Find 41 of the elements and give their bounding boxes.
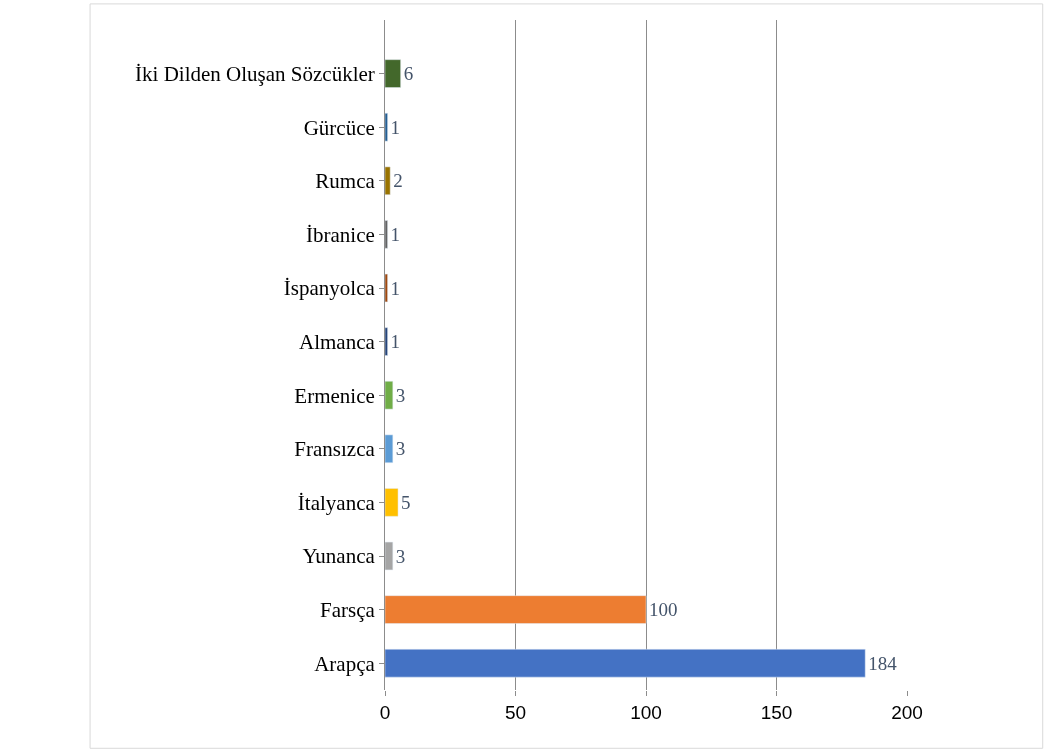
y-tick-label: Farsça: [319, 597, 376, 622]
bar: [385, 649, 866, 678]
bar: [385, 273, 388, 303]
bar: [385, 113, 388, 142]
data-label: 1: [390, 116, 401, 138]
y-tick-label: İbranice: [306, 222, 375, 247]
x-tick-label: 100: [630, 701, 662, 723]
data-label: 1: [390, 277, 401, 299]
data-label: 1: [390, 223, 401, 245]
y-tick-label: İtalyanca: [297, 490, 376, 515]
y-tick-label: Fransızca: [294, 437, 376, 462]
bar: [385, 220, 388, 249]
data-label: 3: [395, 438, 406, 460]
y-tick-label: Gürcüce: [303, 115, 375, 140]
x-tick-label: 150: [760, 701, 793, 723]
y-tick-label: Arapça: [314, 651, 376, 676]
data-label: 3: [395, 545, 406, 567]
bar: [385, 327, 388, 356]
data-label: 6: [403, 63, 414, 85]
bar: [385, 381, 394, 410]
x-tick-label: 50: [504, 701, 527, 723]
data-label: 1: [390, 331, 401, 353]
bar: [385, 488, 399, 517]
x-tick-label: 200: [891, 701, 923, 723]
bar: [385, 434, 394, 463]
data-label: 184: [868, 652, 898, 674]
data-label: 2: [393, 170, 403, 192]
y-tick-label: Yunanca: [302, 544, 376, 569]
data-label: 3: [395, 384, 406, 406]
bar: [385, 541, 394, 571]
x-tick-label: 0: [379, 701, 391, 723]
y-tick-label: Ermenice: [294, 383, 375, 408]
y-tick-label: İspanyolca: [283, 276, 376, 301]
y-tick-label: Rumca: [315, 169, 376, 194]
bar: [385, 166, 391, 195]
bar: [385, 595, 647, 624]
bar: [385, 59, 401, 88]
data-label: 5: [401, 491, 411, 513]
data-label: 100: [649, 599, 678, 621]
y-tick-label: İki Dilden Oluşan Sözcükler: [135, 61, 375, 86]
y-tick-label: Almanca: [299, 329, 376, 354]
